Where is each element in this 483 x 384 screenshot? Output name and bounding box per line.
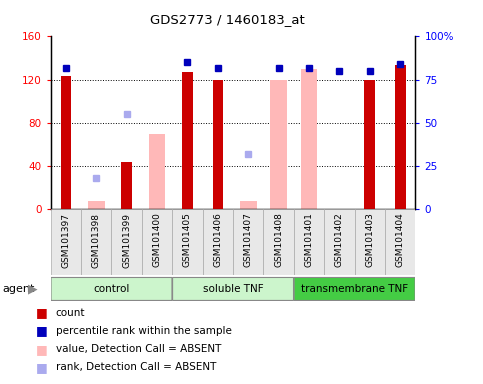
Bar <box>240 201 256 209</box>
FancyBboxPatch shape <box>51 278 172 300</box>
Bar <box>385 209 415 275</box>
Bar <box>365 80 375 209</box>
FancyBboxPatch shape <box>294 278 415 300</box>
Text: ■: ■ <box>36 343 48 356</box>
Text: ■: ■ <box>36 324 48 338</box>
Bar <box>324 209 355 275</box>
Bar <box>112 209 142 275</box>
Text: transmembrane TNF: transmembrane TNF <box>301 284 408 294</box>
Bar <box>182 72 193 209</box>
Text: GSM101408: GSM101408 <box>274 213 283 267</box>
Bar <box>142 209 172 275</box>
Text: GSM101407: GSM101407 <box>244 213 253 267</box>
Bar <box>88 201 105 209</box>
Bar <box>294 209 324 275</box>
Bar <box>121 162 132 209</box>
Text: GSM101397: GSM101397 <box>61 213 71 268</box>
Text: GSM101402: GSM101402 <box>335 213 344 267</box>
Bar <box>60 76 71 209</box>
Bar <box>233 209 263 275</box>
Bar <box>395 65 406 209</box>
Text: control: control <box>93 284 129 294</box>
Bar <box>263 209 294 275</box>
Text: GSM101401: GSM101401 <box>304 213 313 267</box>
Text: GSM101399: GSM101399 <box>122 213 131 268</box>
Text: GDS2773 / 1460183_at: GDS2773 / 1460183_at <box>150 13 304 26</box>
Bar <box>51 209 81 275</box>
Text: ■: ■ <box>36 361 48 374</box>
Bar <box>300 69 317 209</box>
Text: soluble TNF: soluble TNF <box>203 284 263 294</box>
Text: percentile rank within the sample: percentile rank within the sample <box>56 326 231 336</box>
Text: GSM101405: GSM101405 <box>183 213 192 267</box>
Text: GSM101404: GSM101404 <box>396 213 405 267</box>
Text: value, Detection Call = ABSENT: value, Detection Call = ABSENT <box>56 344 221 354</box>
Bar <box>149 134 166 209</box>
Text: rank, Detection Call = ABSENT: rank, Detection Call = ABSENT <box>56 362 216 372</box>
Bar <box>213 80 223 209</box>
FancyBboxPatch shape <box>172 278 294 300</box>
Text: count: count <box>56 308 85 318</box>
Bar <box>172 209 203 275</box>
Text: GSM101406: GSM101406 <box>213 213 222 267</box>
Text: ▶: ▶ <box>28 283 38 295</box>
Bar <box>203 209 233 275</box>
Text: GSM101400: GSM101400 <box>153 213 162 267</box>
Text: GSM101403: GSM101403 <box>365 213 374 267</box>
Text: GSM101398: GSM101398 <box>92 213 101 268</box>
Text: ■: ■ <box>36 306 48 319</box>
Text: agent: agent <box>2 284 35 294</box>
Bar <box>270 80 287 209</box>
Bar <box>355 209 385 275</box>
Bar <box>81 209 112 275</box>
